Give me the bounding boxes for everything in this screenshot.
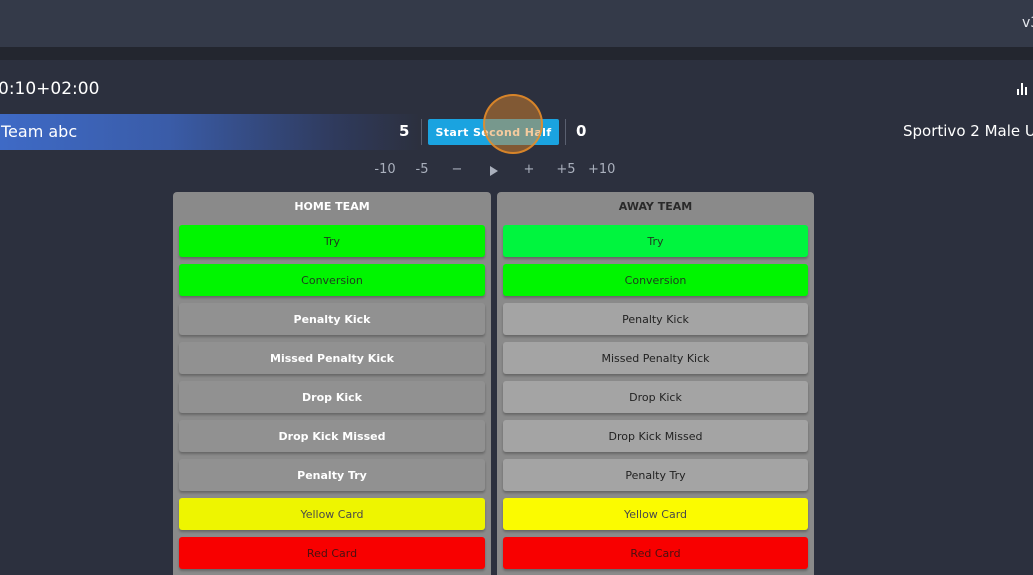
home-penalty-kick-button[interactable]: Penalty Kick bbox=[179, 303, 485, 335]
away-red-card-button[interactable]: Red Card bbox=[503, 537, 808, 569]
match-clock: 0:10+02:00 bbox=[0, 79, 100, 99]
away-conversion-button[interactable]: Conversion bbox=[503, 264, 808, 296]
top-bar: v3 bbox=[0, 0, 1033, 47]
home-yellow-card-button[interactable]: Yellow Card bbox=[179, 498, 485, 530]
score-divider bbox=[421, 119, 422, 145]
minus-10-button[interactable]: -10 bbox=[374, 162, 396, 177]
home-red-card-button[interactable]: Red Card bbox=[179, 537, 485, 569]
home-team-bar bbox=[0, 114, 420, 150]
version-label: v3 bbox=[1022, 15, 1033, 31]
home-missed-penalty-kick-button[interactable]: Missed Penalty Kick bbox=[179, 342, 485, 374]
away-penalty-kick-button[interactable]: Penalty Kick bbox=[503, 303, 808, 335]
away-score: 0 bbox=[576, 122, 587, 140]
sub-bar bbox=[0, 47, 1033, 60]
bar-chart-icon[interactable] bbox=[1017, 83, 1029, 95]
away-team-title: AWAY TEAM bbox=[618, 200, 693, 213]
away-yellow-card-button[interactable]: Yellow Card bbox=[503, 498, 808, 530]
score-divider bbox=[565, 119, 566, 145]
minus-button[interactable]: − bbox=[451, 162, 463, 177]
home-drop-kick-missed-button[interactable]: Drop Kick Missed bbox=[179, 420, 485, 452]
away-try-button[interactable]: Try bbox=[503, 225, 808, 257]
away-penalty-try-button[interactable]: Penalty Try bbox=[503, 459, 808, 491]
away-drop-kick-button[interactable]: Drop Kick bbox=[503, 381, 808, 413]
home-try-button[interactable]: Try bbox=[179, 225, 485, 257]
home-drop-kick-button[interactable]: Drop Kick bbox=[179, 381, 485, 413]
play-button[interactable] bbox=[486, 162, 502, 180]
plus-5-button[interactable]: +5 bbox=[556, 162, 576, 177]
away-drop-kick-missed-button[interactable]: Drop Kick Missed bbox=[503, 420, 808, 452]
plus-10-button[interactable]: +10 bbox=[588, 162, 616, 177]
start-second-half-button[interactable]: Start Second Half bbox=[428, 119, 559, 145]
home-penalty-try-button[interactable]: Penalty Try bbox=[179, 459, 485, 491]
plus-button[interactable]: + bbox=[523, 162, 535, 177]
play-icon bbox=[490, 166, 498, 176]
away-team-name: Sportivo 2 Male U bbox=[903, 122, 1033, 140]
home-team-name: Team abc bbox=[1, 122, 78, 141]
home-conversion-button[interactable]: Conversion bbox=[179, 264, 485, 296]
away-team-panel: AWAY TEAM Try Conversion Penalty Kick Mi… bbox=[497, 192, 814, 575]
home-team-title: HOME TEAM bbox=[294, 200, 370, 213]
home-score: 5 bbox=[399, 122, 410, 140]
away-missed-penalty-kick-button[interactable]: Missed Penalty Kick bbox=[503, 342, 808, 374]
minus-5-button[interactable]: -5 bbox=[415, 162, 429, 177]
home-team-panel: HOME TEAM Try Conversion Penalty Kick Mi… bbox=[173, 192, 491, 575]
